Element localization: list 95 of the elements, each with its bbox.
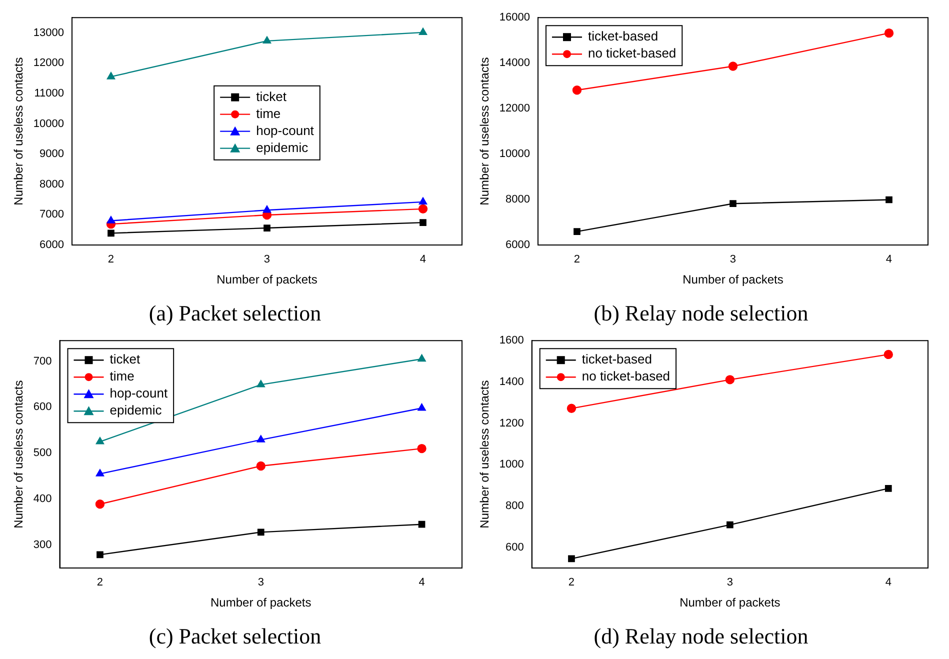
point bbox=[568, 555, 575, 562]
y-tick-label: 6000 bbox=[40, 239, 64, 252]
text: (a) Packet selection bbox=[148, 300, 322, 326]
point bbox=[884, 484, 892, 492]
x-tick-label: 4 bbox=[885, 576, 892, 589]
legend-label: ticket-based bbox=[588, 28, 658, 44]
y-axis-title: Number of useless contacts bbox=[12, 57, 26, 206]
point bbox=[262, 206, 272, 213]
point bbox=[96, 469, 104, 476]
legend-label: ticket-based bbox=[582, 352, 652, 367]
text: (b) Relay node selection bbox=[594, 300, 808, 326]
point bbox=[417, 444, 426, 454]
y-tick-label: 7000 bbox=[40, 208, 64, 221]
point bbox=[726, 521, 734, 528]
x-tick-label: 2 bbox=[108, 254, 114, 266]
x-tick-label: 3 bbox=[730, 254, 736, 266]
y-tick-label: 11000 bbox=[34, 87, 64, 100]
point bbox=[96, 437, 104, 444]
y-tick-label: 9000 bbox=[40, 148, 64, 160]
point bbox=[420, 219, 426, 226]
legend-label: epidemic bbox=[110, 402, 162, 418]
y-tick-label: 300 bbox=[33, 539, 52, 552]
x-axis-title: Number of packets bbox=[216, 272, 318, 287]
point bbox=[256, 380, 265, 388]
point bbox=[884, 350, 893, 360]
y-axis-title: Number of useless contacts bbox=[12, 380, 26, 528]
x-tick-label: 3 bbox=[264, 254, 270, 266]
y-tick-label: 10000 bbox=[33, 118, 64, 130]
y-tick-label: 1600 bbox=[499, 334, 524, 347]
legend-label: time bbox=[110, 368, 134, 384]
point bbox=[574, 228, 580, 236]
x-axis-title: Number of packets bbox=[682, 272, 784, 287]
point bbox=[262, 36, 272, 44]
x-tick-label: 2 bbox=[568, 576, 575, 589]
point bbox=[725, 375, 735, 384]
x-tick-label: 2 bbox=[96, 576, 104, 589]
y-tick-label: 12000 bbox=[33, 57, 64, 70]
point bbox=[572, 86, 582, 95]
y-tick-label: 10000 bbox=[499, 148, 530, 160]
legend-label: epidemic bbox=[256, 140, 309, 155]
y-tick-label: 8000 bbox=[40, 178, 64, 190]
y-tick-label: 16000 bbox=[499, 12, 530, 24]
point bbox=[418, 354, 426, 362]
point bbox=[728, 62, 738, 71]
legend-label: hop-count bbox=[110, 386, 168, 401]
y-tick-label: 1200 bbox=[499, 417, 524, 430]
y-axis-title: Number of useless contacts bbox=[478, 380, 492, 528]
legend-label: hop-count bbox=[256, 122, 314, 138]
point bbox=[884, 28, 894, 38]
text: (d) Relay node selection bbox=[594, 624, 808, 649]
x-tick-label: 4 bbox=[420, 254, 426, 266]
y-tick-label: 500 bbox=[33, 447, 52, 460]
y-tick-label: 14000 bbox=[499, 57, 530, 70]
x-axis-title: Number of packets bbox=[210, 596, 312, 610]
x-axis-title: Number of packets bbox=[680, 596, 780, 610]
text: (c) Packet selection bbox=[148, 624, 322, 649]
point bbox=[257, 528, 264, 536]
y-tick-label: 12000 bbox=[499, 102, 530, 115]
y-tick-label: 1000 bbox=[499, 458, 524, 471]
point bbox=[886, 196, 892, 204]
point bbox=[256, 461, 266, 471]
point bbox=[566, 404, 576, 414]
x-tick-label: 4 bbox=[886, 254, 892, 266]
point bbox=[106, 72, 116, 80]
point bbox=[96, 551, 104, 558]
point bbox=[418, 28, 428, 36]
x-tick-label: 4 bbox=[418, 576, 425, 589]
point bbox=[106, 216, 116, 224]
point bbox=[418, 197, 428, 205]
y-tick-label: 600 bbox=[506, 541, 524, 554]
y-axis-title: Number of useless contacts bbox=[478, 57, 492, 206]
legend-label: ticket bbox=[110, 352, 140, 367]
point bbox=[418, 520, 426, 528]
y-tick-label: 600 bbox=[33, 401, 52, 414]
legend-label: no ticket-based bbox=[588, 46, 676, 61]
y-tick-label: 400 bbox=[33, 493, 52, 506]
y-tick-label: 800 bbox=[506, 500, 524, 512]
y-tick-label: 700 bbox=[33, 355, 52, 368]
y-tick-label: 6000 bbox=[506, 239, 530, 252]
y-tick-label: 1400 bbox=[499, 376, 524, 388]
x-tick-label: 3 bbox=[726, 576, 733, 589]
legend-label: time bbox=[256, 106, 281, 121]
point bbox=[108, 230, 114, 237]
y-tick-label: 8000 bbox=[506, 194, 530, 206]
x-tick-label: 3 bbox=[258, 576, 264, 589]
legend-label: no ticket-based bbox=[582, 368, 670, 384]
point bbox=[95, 500, 105, 509]
point bbox=[264, 224, 270, 232]
point bbox=[256, 435, 265, 442]
point bbox=[730, 200, 736, 208]
point bbox=[418, 204, 428, 214]
point bbox=[418, 404, 426, 411]
y-tick-label: 13000 bbox=[33, 26, 64, 39]
x-tick-label: 2 bbox=[574, 254, 580, 266]
legend-label: ticket bbox=[256, 88, 287, 104]
